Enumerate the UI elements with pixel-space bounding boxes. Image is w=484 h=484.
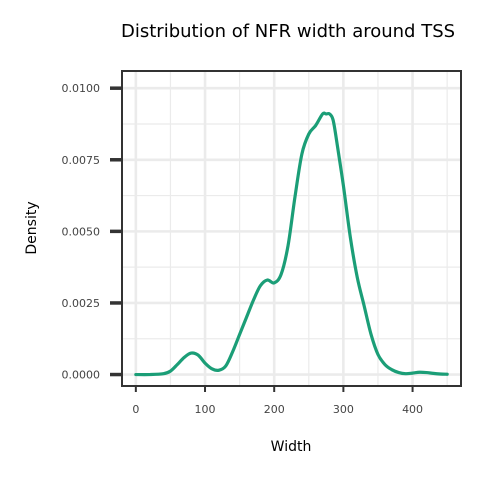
x-tick-label: 300 [333,403,354,416]
minor-gridlines [122,71,461,386]
density-line [134,111,449,377]
x-tick-label: 100 [195,403,216,416]
y-axis-ticks: 0.0000 0.0025 0.0050 0.0075 0.0100 [62,82,121,382]
y-tick-label: 0.0100 [62,82,101,95]
x-tick-label: 200 [264,403,285,416]
x-tick-label: 400 [402,403,423,416]
y-tick-label: 0.0000 [62,369,101,382]
x-tick-label: 0 [132,403,139,416]
y-tick-label: 0.0050 [62,225,101,238]
panel-border [121,70,462,387]
y-tick-label: 0.0075 [62,154,101,167]
y-axis-title: Density [24,201,40,254]
y-tick-label: 0.0025 [62,297,101,310]
series-layer [134,111,449,377]
x-axis-ticks: 0 100 200 300 400 [132,387,423,416]
chart-title: Distribution of NFR width around TSS [121,21,455,42]
x-axis-title: Width [271,439,312,455]
